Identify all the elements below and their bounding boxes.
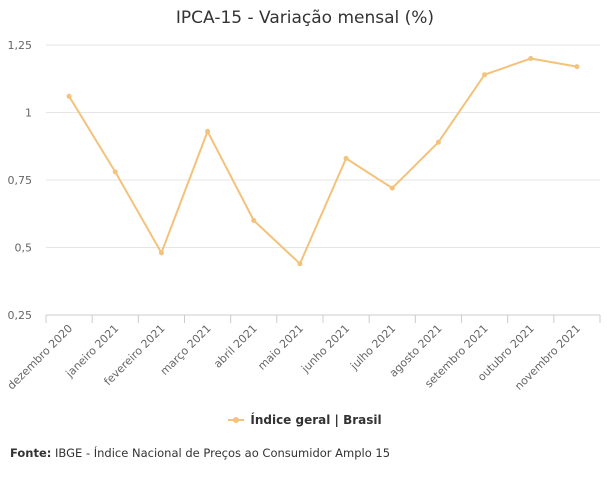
data-point[interactable] (574, 64, 580, 70)
y-tick-label: 0,25 (8, 309, 33, 322)
y-tick-label: 0,75 (8, 174, 33, 187)
chart-title: IPCA-15 - Variação mensal (%) (175, 8, 435, 28)
source-note: Fonte: IBGE - Índice Nacional de Preços … (10, 446, 390, 460)
legend-item[interactable]: Índice geral | Brasil (228, 413, 382, 427)
x-tick-label: maio 2021 (255, 322, 306, 373)
legend: Índice geral | Brasil (0, 410, 610, 427)
data-point[interactable] (297, 261, 303, 267)
data-point[interactable] (389, 185, 395, 191)
grid-lines (46, 44, 600, 316)
data-point[interactable] (158, 250, 164, 256)
y-tick-label: 1,25 (8, 39, 33, 52)
source-prefix: Fonte: (10, 446, 52, 460)
x-tick-label: abril 2021 (211, 322, 260, 371)
legend-label: Índice geral | Brasil (250, 413, 382, 427)
x-tick-label: dezembro 2020 (5, 322, 75, 392)
y-tick-label: 1 (25, 107, 32, 120)
data-point[interactable] (251, 218, 257, 223)
data-point[interactable] (482, 72, 488, 78)
data-point[interactable] (435, 139, 441, 145)
x-tick-label: junho 2021 (298, 322, 352, 376)
series (66, 56, 580, 267)
data-point[interactable] (528, 56, 534, 61)
y-tick-label: 0,5 (15, 242, 33, 255)
data-point[interactable] (205, 128, 211, 134)
data-point[interactable] (112, 169, 118, 175)
data-point[interactable] (66, 93, 72, 99)
source-text: IBGE - Índice Nacional de Preços ao Cons… (55, 446, 391, 460)
legend-swatch-icon (228, 417, 245, 423)
series-line (68, 57, 578, 265)
y-axis: 0,25 0,5 0,75 1 1,25 (8, 39, 33, 322)
data-point[interactable] (343, 155, 349, 161)
